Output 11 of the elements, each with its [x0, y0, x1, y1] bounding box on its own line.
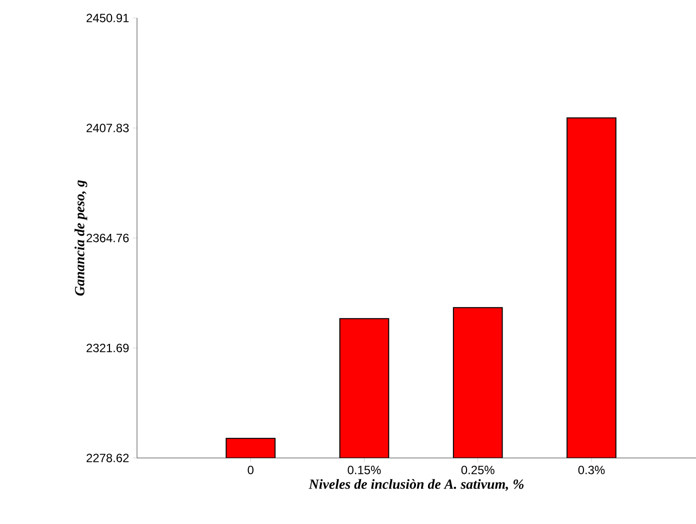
y-tick-label: 2278.62: [86, 454, 129, 462]
x-tick-label: 0.25%: [461, 466, 494, 474]
x-tick-label: 0.15%: [348, 466, 381, 474]
y-tick-label: 2407.83: [86, 124, 129, 132]
x-tick-label: 0: [248, 466, 254, 474]
y-tick-label: 2450.91: [86, 14, 129, 22]
y-tick-label: 2364.76: [86, 234, 129, 242]
y-axis-title: Ganancia de peso, g: [74, 180, 88, 296]
x-tick-label: 0.3%: [578, 466, 605, 474]
x-axis-title: Niveles de inclusiòn de A. sativum, %: [308, 479, 524, 491]
y-tick-label: 2321.69: [86, 344, 129, 352]
